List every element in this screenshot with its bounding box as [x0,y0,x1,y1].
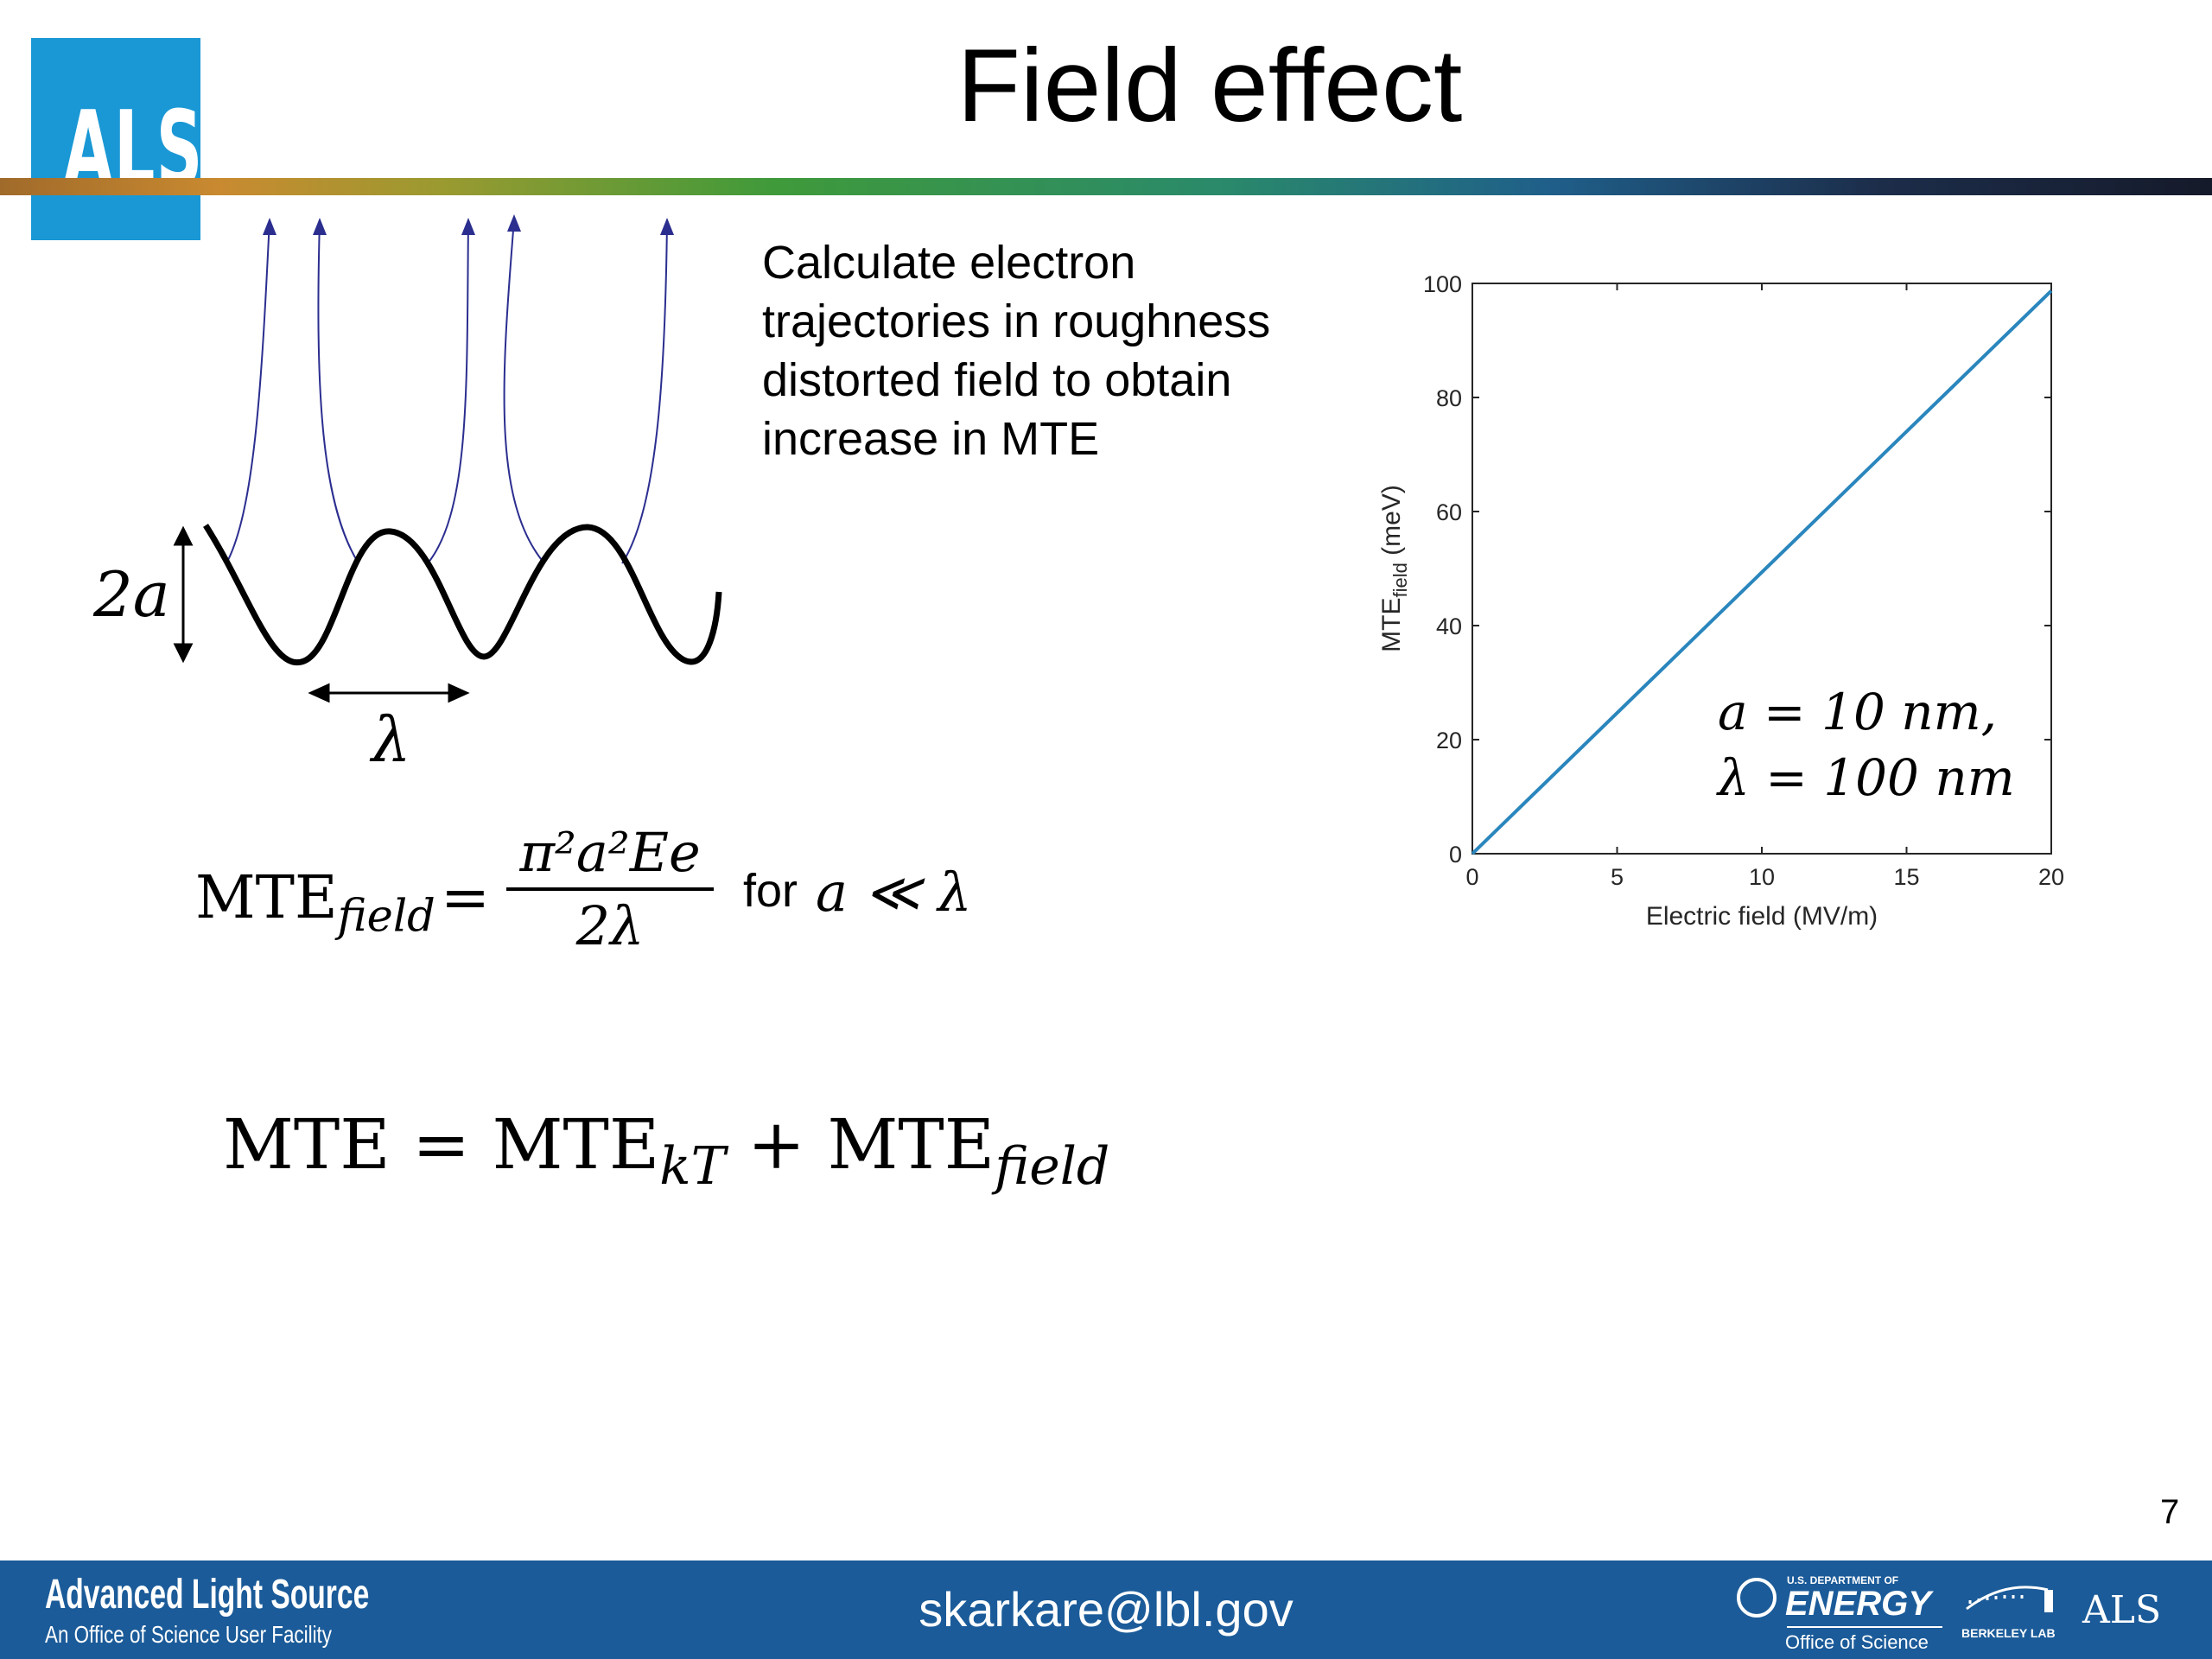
rough-surface-wave [203,524,722,666]
fraction-bar [506,887,714,891]
chart-annotation: a = 10 nm, λ = 100 nm [1718,679,2015,810]
x-tick-label: 5 [1611,864,1624,890]
series [1471,289,2053,855]
mte-total-equation: MTE = MTEkT + MTEfield [223,1104,1109,1197]
trajectory-5 [621,219,668,564]
total-field-subscript: field [995,1136,1110,1197]
total-lhs: MTE = MTE [223,1104,660,1185]
wavelength-label: λ [372,703,411,776]
amplitude-arrow [173,525,194,664]
condition-math: a ≪ λ [816,861,972,924]
y-axis-label: MTEfield (meV) [1377,485,1411,652]
trajectory-3 [427,219,469,564]
annotation-line: λ = 100 nm [1718,748,2015,807]
x-tick-label: 10 [1749,864,1775,890]
fraction: π²a²Ee 2λ [506,821,714,957]
x-tick-label: 20 [2038,864,2064,890]
y-ticks: 0 20 40 60 80 100 [1423,271,2051,868]
total-kt-subscript: kT [659,1136,726,1197]
description-line: Calculate electron [762,237,1136,289]
mte-field-equation: MTEfield = π²a²Ee 2λ for a ≪ λ [195,821,973,976]
berkeley-lab-text: BERKELEY LAB [1961,1626,2056,1640]
trajectory-2 [317,219,359,564]
footer-org-subtitle: An Office of Science User Facility [45,1621,332,1648]
mte-field-chart: 0 5 10 15 20 0 20 40 60 80 100 Electric field (MV… [1377,271,2064,931]
trajectory-1 [226,219,270,564]
wavelength-arrow [308,683,470,703]
amplitude-label: 2a [93,558,170,631]
roughness-diagram [173,214,722,703]
header-gradient-bar [0,178,2212,195]
y-tick-label: 20 [1436,728,1462,753]
mte-field-subscript: field [337,891,435,943]
y-tick-label: 60 [1436,499,1462,525]
x-axis-label: Electric field (MV/m) [1646,902,1878,931]
mte-field-lhs: MTE [195,864,338,932]
trajectory-4 [503,219,545,564]
fraction-numerator: π²a²Ee [519,821,701,884]
page-number: 7 [2160,1493,2180,1531]
trajectory-arrowheads [263,214,674,235]
footer-org-name: Advanced Light Source [45,1572,370,1618]
description-line: distorted field to obtain [762,354,1232,406]
x-tick-label: 15 [1893,864,1919,890]
y-tick-label: 80 [1436,385,1462,411]
footer-email[interactable]: skarkare@lbl.gov [918,1582,1294,1637]
total-plus: + MTE [725,1104,995,1185]
description-line: trajectories in roughness [762,296,1271,347]
fraction-denominator: 2λ [575,894,645,957]
y-tick-label: 100 [1423,271,1462,297]
equals-sign: = [441,864,490,932]
x-tick-label: 0 [1465,864,1478,890]
als-footer-logo: ALS [2082,1588,2162,1632]
y-tick-label: 40 [1436,613,1462,639]
y-tick-label: 0 [1449,842,1462,868]
slide-title: Field effect [957,28,1463,143]
annotation-line: a = 10 nm, [1718,683,1998,741]
series-line [1471,289,2053,855]
berkeley-lab-building-icon [1966,1586,2053,1612]
description-line: increase in MTE [762,413,1100,465]
description-text: Calculate electron trajectories in rough… [762,233,1367,468]
doe-seal-icon [1737,1578,1777,1618]
als-logo: ALS [31,38,202,240]
electron-trajectories [226,219,668,564]
condition-for: for [743,865,798,917]
footer-bar [0,1560,2212,1659]
